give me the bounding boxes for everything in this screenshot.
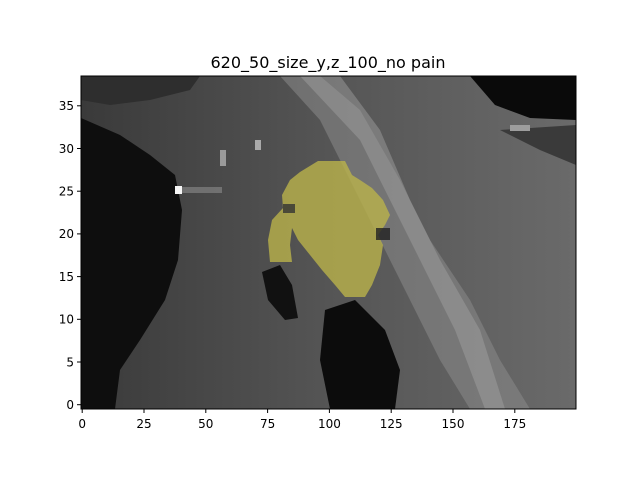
y-tick-label: 25 xyxy=(59,185,74,199)
x-tick-label: 125 xyxy=(380,417,403,431)
y-tick-label: 30 xyxy=(59,142,74,156)
plot-frame xyxy=(80,75,577,410)
figure-title: 620_50_size_y,z_100_no pain xyxy=(211,53,446,73)
bright-artifact xyxy=(175,186,182,194)
air-region-lower xyxy=(320,300,400,409)
y-tick-label: 15 xyxy=(59,270,74,284)
y-tick-label: 5 xyxy=(66,355,74,369)
x-tick-label: 50 xyxy=(198,417,213,431)
segmentation-overlay xyxy=(268,161,390,297)
ct-slice-image xyxy=(81,76,576,409)
y-tick-label: 20 xyxy=(59,227,74,241)
y-tick-label: 35 xyxy=(59,99,74,113)
vertebral-column xyxy=(280,76,530,409)
y-axis-ticks: 0 5 10 15 20 25 30 35 xyxy=(59,99,81,412)
air-region-left xyxy=(81,118,182,409)
air-region-top-right xyxy=(470,76,576,120)
x-tick-label: 150 xyxy=(442,417,465,431)
y-tick-label: 0 xyxy=(66,398,74,412)
upper-left-tissue xyxy=(81,76,200,105)
x-tick-label: 25 xyxy=(136,417,151,431)
x-tick-label: 100 xyxy=(318,417,341,431)
x-axis-ticks: 0 25 50 75 100 125 150 175 xyxy=(78,409,526,431)
x-tick-label: 175 xyxy=(503,417,526,431)
dark-pocket xyxy=(262,265,298,320)
x-tick-label: 0 xyxy=(78,417,86,431)
y-tick-label: 10 xyxy=(59,313,74,327)
x-tick-label: 75 xyxy=(260,417,275,431)
